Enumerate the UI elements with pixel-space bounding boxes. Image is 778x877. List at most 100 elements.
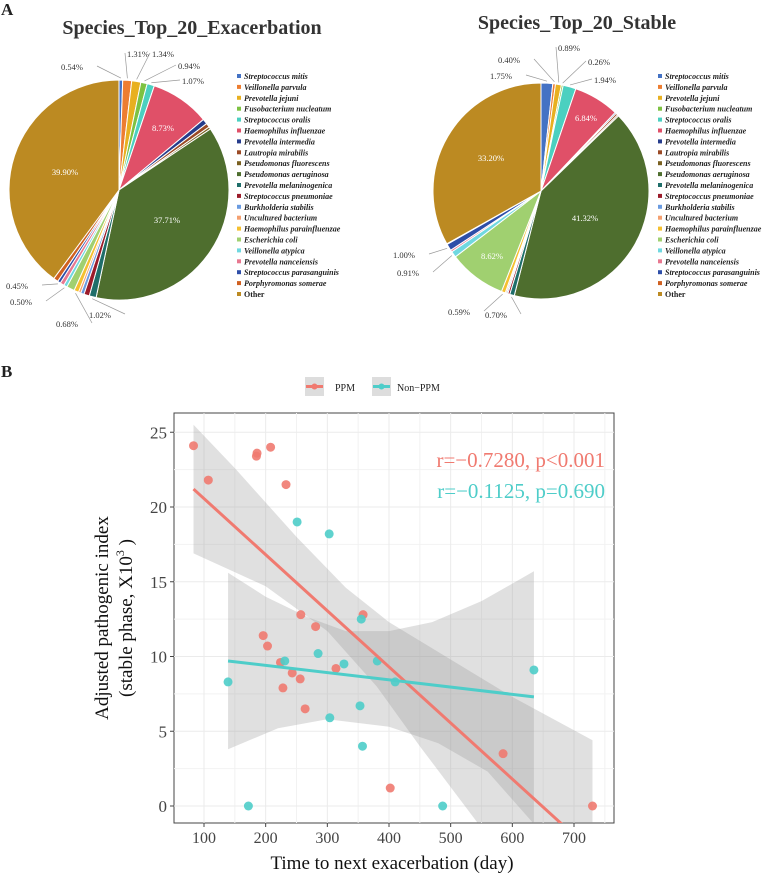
regression-line xyxy=(192,487,563,823)
x-axis-label: Time to next exacerbation (day) xyxy=(270,853,513,874)
legend-entry: Burkholderia stabilis xyxy=(243,203,314,212)
pie-slice xyxy=(95,128,230,301)
y-axis-label-part: 3 xyxy=(113,550,127,556)
legend-swatch xyxy=(237,183,241,187)
y-tick-label: 20 xyxy=(150,498,167,517)
leader-line xyxy=(525,74,548,82)
data-point xyxy=(263,641,273,651)
legend-label: PPM xyxy=(335,383,355,394)
legend-swatch xyxy=(237,117,241,122)
data-point xyxy=(223,677,233,687)
legend-entry: Fusobacterium nucleatum xyxy=(243,105,331,114)
data-point xyxy=(311,622,321,632)
legend-key-point xyxy=(311,383,318,390)
legend-label: Non−PPM xyxy=(397,383,440,394)
legend-swatch xyxy=(658,139,662,144)
leader-line xyxy=(136,52,151,80)
plot-area xyxy=(189,424,597,823)
data-point xyxy=(588,801,597,811)
legend-entry: Prevotella melaninogenica xyxy=(244,181,332,190)
legend-swatch xyxy=(658,204,662,209)
legend-swatch xyxy=(237,292,241,296)
data-point xyxy=(356,614,366,624)
legend-swatch xyxy=(658,193,662,198)
legend-entry: Veillonella atypica xyxy=(244,246,305,255)
legend-entry: Prevotella melaninogenica xyxy=(665,181,753,190)
legend-swatch xyxy=(237,204,241,209)
legend-entry: Streptococcus oralis xyxy=(665,116,731,125)
leader-line xyxy=(432,255,453,273)
legend-swatch xyxy=(658,161,662,166)
leader-line xyxy=(428,247,448,255)
data-point xyxy=(300,704,310,714)
slice-label: 0.50% xyxy=(10,297,32,307)
slice-label: 0.91% xyxy=(397,268,419,278)
data-point xyxy=(266,442,276,452)
legend-swatch xyxy=(237,172,241,177)
legend-entry: Porphyromonas somerae xyxy=(665,279,748,288)
pie-chart-2: Species_Top_20_Stable 1.75% Streptococcus … xyxy=(393,12,762,320)
leader-line xyxy=(144,64,177,82)
legend-swatch xyxy=(658,259,662,264)
legend-swatch xyxy=(658,95,662,100)
legend-swatch xyxy=(237,281,241,286)
data-point xyxy=(280,656,290,666)
legend-swatch xyxy=(237,161,241,166)
data-point xyxy=(189,441,199,451)
x-tick-label: 400 xyxy=(377,830,401,847)
legend-swatch xyxy=(658,106,662,111)
x-tick-label: 500 xyxy=(439,830,463,847)
slice-label: 33.20% xyxy=(478,153,504,163)
leader-line xyxy=(511,296,522,315)
legend-swatch xyxy=(237,139,241,144)
slice-label: 0.94% xyxy=(178,61,200,71)
data-point xyxy=(243,801,253,811)
leader-line xyxy=(483,293,503,312)
y-axis-label-part: ) xyxy=(116,539,137,550)
legend-swatch xyxy=(658,117,662,122)
legend-entry: Prevotella intermedia xyxy=(665,137,736,146)
legend-entry: Haemophilus parainfluenzae xyxy=(243,225,341,234)
legend-swatch xyxy=(658,128,662,133)
legend-entry: Prevotella nanceiensis xyxy=(665,257,739,266)
legend-swatch xyxy=(658,150,662,155)
legend-swatch xyxy=(658,74,662,78)
y-tick-label: 15 xyxy=(150,573,167,592)
plot-panel xyxy=(173,412,615,824)
slice-label: 0.26% xyxy=(588,57,610,67)
legend-swatch xyxy=(658,292,662,296)
legend-swatch xyxy=(237,248,241,253)
legend-swatch xyxy=(658,215,662,220)
y-axis-label-part: (stable phase, X10 xyxy=(116,556,137,697)
legend-entry: Prevotella jejuni xyxy=(244,94,299,103)
legend-entry: Streptococcus mitis xyxy=(244,72,308,81)
leader-line xyxy=(555,46,560,83)
y-tick-label: 10 xyxy=(150,648,167,667)
data-point xyxy=(281,480,291,490)
slice-label: 39.90% xyxy=(52,167,78,177)
data-point xyxy=(203,475,213,485)
pie-slice xyxy=(432,82,542,245)
x-tick-label: 700 xyxy=(562,830,586,847)
leader-line xyxy=(92,298,126,315)
legend-swatch xyxy=(237,150,241,155)
slice-label: 1.07% xyxy=(182,76,204,86)
y-tick-label: 25 xyxy=(150,423,167,442)
legend-entry: Prevotella jejuni xyxy=(665,94,720,103)
leader-line xyxy=(41,283,58,286)
legend-entry: Veillonella atypica xyxy=(665,246,726,255)
slice-label: 1.17% xyxy=(35,311,57,321)
y-tick-label: 0 xyxy=(159,797,168,816)
legend-entry: Escherichia coli xyxy=(243,236,298,245)
data-point xyxy=(325,713,335,723)
legend-entry: Lautropia mirabilis xyxy=(243,148,308,157)
data-point xyxy=(385,783,395,793)
correlation-annotation: r=−0.7280, p<0.001 xyxy=(436,448,605,472)
panel-label-b: B xyxy=(1,362,13,381)
slice-label: 1.75% xyxy=(490,71,512,81)
pie-slice xyxy=(8,79,120,280)
legend-key-point xyxy=(378,383,385,390)
scatter-plot: 100 200 300 400 500 600 700 0 5 10 15 20 25 r=−0.7280… xyxy=(92,377,615,874)
data-point xyxy=(355,701,365,711)
